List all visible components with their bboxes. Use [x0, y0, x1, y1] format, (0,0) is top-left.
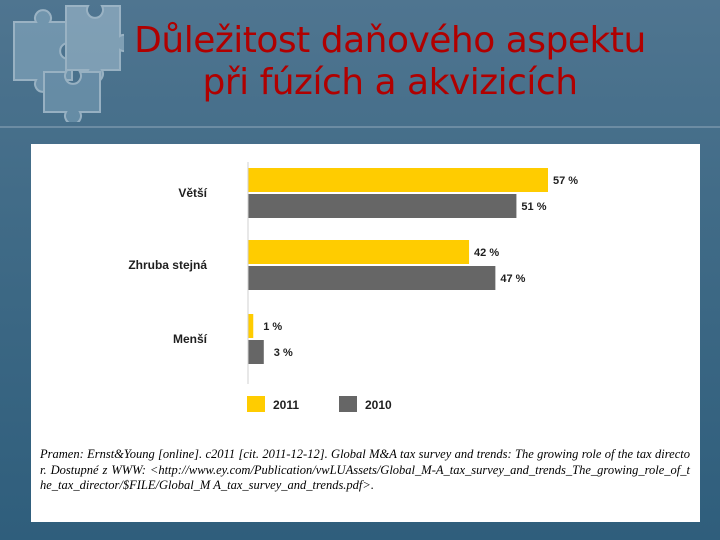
legend-swatch-2011: [247, 396, 265, 412]
legend-swatch-2010: [339, 396, 357, 412]
bar-2011: [248, 314, 254, 338]
chart-panel: Větší Zhruba stejná Menší 57 % 51 % 42 % 47 %…: [31, 144, 700, 522]
legend-label: 2010: [365, 398, 392, 412]
data-label: 51 %: [521, 201, 546, 213]
bar-2010: [248, 266, 496, 290]
legend-label: 2011: [273, 398, 299, 412]
title-line-1: Důležitost daňového aspektu: [134, 20, 646, 61]
data-label: 47 %: [500, 273, 525, 285]
puzzle-pieces-icon: [13, 5, 124, 122]
bar-chart: Větší Zhruba stejná Menší 57 % 51 % 42 % 47 %…: [128, 162, 578, 412]
data-label: 3 %: [274, 347, 293, 359]
data-label: 1 %: [263, 321, 282, 333]
title-line-2: při fúzích a akvizicích: [202, 62, 578, 103]
bar-2011: [248, 240, 470, 264]
category-label: Menší: [173, 332, 208, 346]
bar-2011: [248, 168, 548, 192]
data-label: 57 %: [553, 175, 578, 187]
source-citation: Pramen: Ernst&Young [online]. c2011 [cit…: [40, 447, 690, 492]
category-label: Zhruba stejná: [128, 258, 207, 272]
data-label: 42 %: [474, 247, 499, 259]
page-title: Důležitost daňového aspektu při fúzích a…: [60, 20, 720, 104]
category-label: Větší: [178, 186, 207, 200]
bar-2010: [248, 340, 264, 364]
title-divider: [0, 126, 720, 128]
bar-2010: [248, 194, 517, 218]
